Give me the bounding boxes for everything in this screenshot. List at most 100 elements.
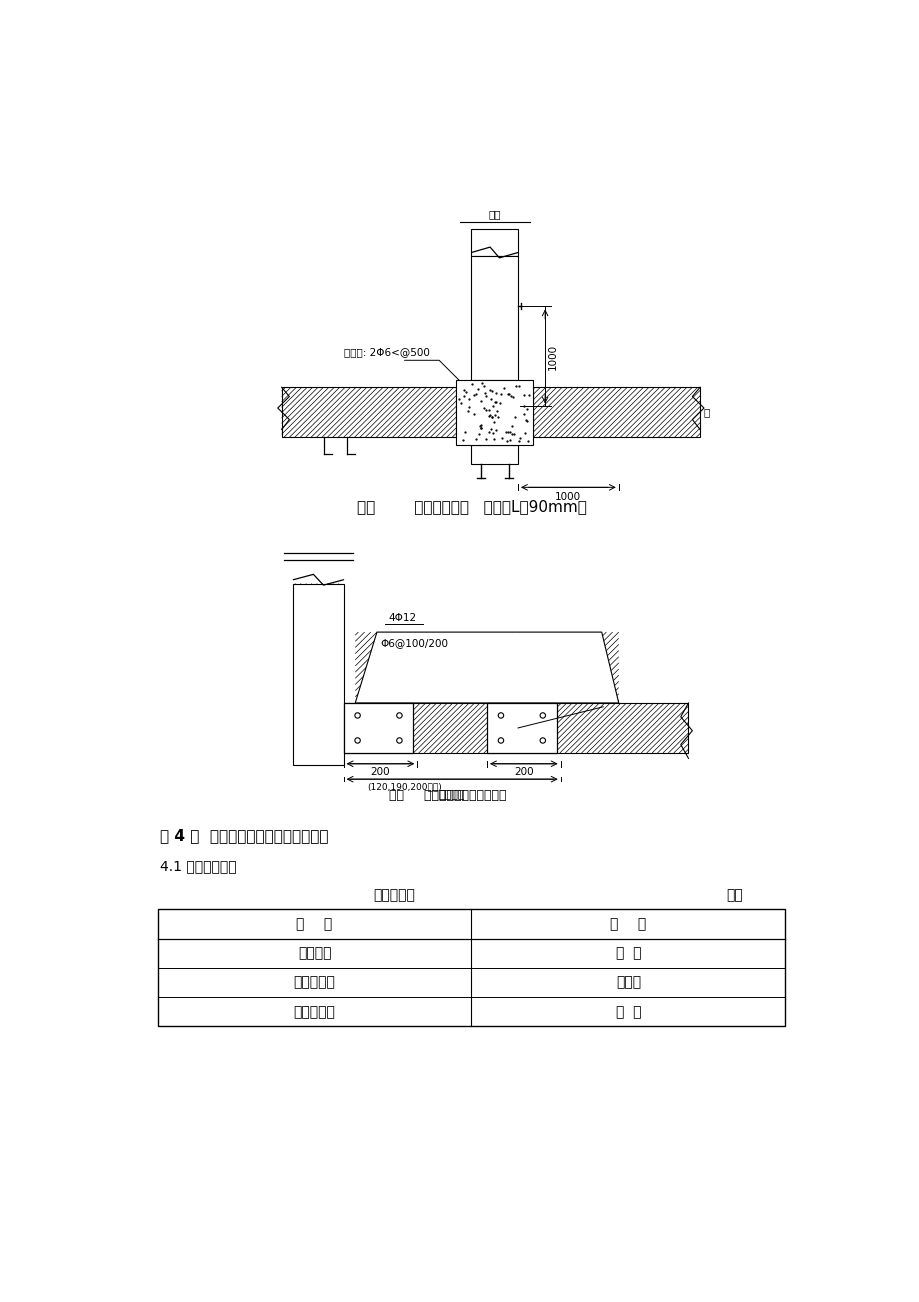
Point bbox=[503, 385, 517, 406]
Point bbox=[489, 392, 504, 413]
Polygon shape bbox=[355, 631, 618, 703]
Text: 4Φ12: 4Φ12 bbox=[388, 613, 416, 622]
Point bbox=[505, 423, 519, 444]
Point bbox=[471, 423, 485, 444]
Point bbox=[478, 385, 493, 406]
Point bbox=[456, 380, 471, 401]
Point bbox=[518, 410, 533, 431]
Text: Φ6@100/200: Φ6@100/200 bbox=[380, 638, 448, 648]
Point bbox=[502, 422, 516, 443]
Text: 李  媛: 李 媛 bbox=[615, 947, 641, 960]
Point bbox=[485, 396, 500, 417]
Point bbox=[520, 431, 535, 452]
Point bbox=[472, 417, 487, 437]
Point bbox=[473, 391, 488, 411]
Circle shape bbox=[498, 738, 503, 743]
Point bbox=[451, 389, 466, 410]
Point bbox=[476, 397, 491, 418]
Point bbox=[483, 418, 498, 439]
Text: 4.1 项目组织机构: 4.1 项目组织机构 bbox=[160, 859, 236, 874]
Point bbox=[458, 381, 472, 402]
Point bbox=[473, 418, 488, 439]
Point bbox=[453, 392, 468, 413]
Text: 图三     角柱或构造柱植筋示意图: 图三 角柱或构造柱植筋示意图 bbox=[389, 789, 506, 802]
Point bbox=[484, 406, 499, 427]
Point bbox=[521, 384, 536, 405]
Text: 图二        填充墙拉结筋   （图中L＝90mm）: 图二 填充墙拉结筋 （图中L＝90mm） bbox=[357, 499, 585, 514]
Bar bbox=[344, 703, 687, 753]
Text: 梁: 梁 bbox=[703, 408, 709, 417]
Point bbox=[455, 430, 470, 450]
Circle shape bbox=[498, 712, 503, 719]
Point bbox=[487, 392, 502, 413]
Point bbox=[464, 374, 479, 395]
Point bbox=[486, 428, 501, 449]
Circle shape bbox=[355, 712, 360, 719]
Text: 200: 200 bbox=[370, 767, 390, 777]
Point bbox=[457, 385, 471, 406]
Point bbox=[500, 422, 515, 443]
Text: 梁  友: 梁 友 bbox=[615, 1005, 641, 1018]
Point bbox=[483, 389, 498, 410]
Point bbox=[478, 400, 493, 421]
Text: 质量负责人: 质量负责人 bbox=[293, 1005, 335, 1018]
Bar bbox=[157, 909, 785, 1026]
Point bbox=[512, 428, 527, 449]
Point bbox=[511, 376, 526, 397]
Point bbox=[489, 419, 504, 440]
Point bbox=[491, 406, 505, 427]
Bar bbox=[293, 583, 344, 764]
Circle shape bbox=[539, 712, 545, 719]
Text: 墙柱: 墙柱 bbox=[488, 210, 501, 219]
Point bbox=[506, 408, 521, 428]
Point bbox=[519, 398, 534, 419]
Bar bbox=[486, 703, 556, 753]
Point bbox=[460, 388, 475, 409]
Bar bbox=[281, 387, 456, 437]
Point bbox=[499, 431, 514, 452]
Point bbox=[517, 423, 532, 444]
Circle shape bbox=[355, 738, 360, 743]
Point bbox=[482, 405, 497, 426]
Circle shape bbox=[396, 738, 402, 743]
Point bbox=[468, 428, 482, 449]
Point bbox=[473, 415, 488, 436]
Point bbox=[494, 384, 508, 405]
Point bbox=[482, 422, 496, 443]
Text: 表１: 表１ bbox=[726, 888, 743, 902]
Point bbox=[467, 384, 482, 405]
Text: 1000: 1000 bbox=[548, 344, 558, 370]
Text: 拉结筋: 2Φ6<@500: 拉结筋: 2Φ6<@500 bbox=[344, 348, 429, 358]
Text: (120,190,200筋距): (120,190,200筋距) bbox=[367, 783, 441, 792]
Point bbox=[489, 383, 504, 404]
Text: 项目经理: 项目经理 bbox=[298, 947, 331, 960]
Point bbox=[516, 404, 531, 424]
Point bbox=[506, 424, 521, 445]
Point bbox=[519, 410, 534, 431]
Bar bbox=[471, 229, 517, 256]
Circle shape bbox=[539, 738, 545, 743]
Text: 第 4 章  植筋施工组织机构及职责分工: 第 4 章 植筋施工组织机构及职责分工 bbox=[160, 828, 328, 842]
Bar bbox=[533, 387, 699, 437]
Point bbox=[501, 384, 516, 405]
Point bbox=[494, 427, 509, 448]
Text: 项目人员表: 项目人员表 bbox=[373, 888, 414, 902]
Text: 200: 200 bbox=[514, 767, 533, 777]
Circle shape bbox=[396, 712, 402, 719]
Bar bbox=[456, 380, 533, 445]
Point bbox=[503, 430, 517, 450]
Point bbox=[484, 380, 499, 401]
Point bbox=[471, 379, 485, 400]
Point bbox=[511, 430, 526, 450]
Point bbox=[482, 379, 496, 400]
Point bbox=[460, 401, 475, 422]
Text: 卢春严: 卢春严 bbox=[615, 975, 641, 990]
Point bbox=[471, 415, 486, 436]
Point bbox=[477, 383, 492, 404]
Text: 1000: 1000 bbox=[555, 492, 581, 503]
Point bbox=[468, 383, 482, 404]
Point bbox=[516, 384, 530, 405]
Point bbox=[481, 405, 495, 426]
Point bbox=[474, 372, 489, 393]
Point bbox=[496, 378, 511, 398]
